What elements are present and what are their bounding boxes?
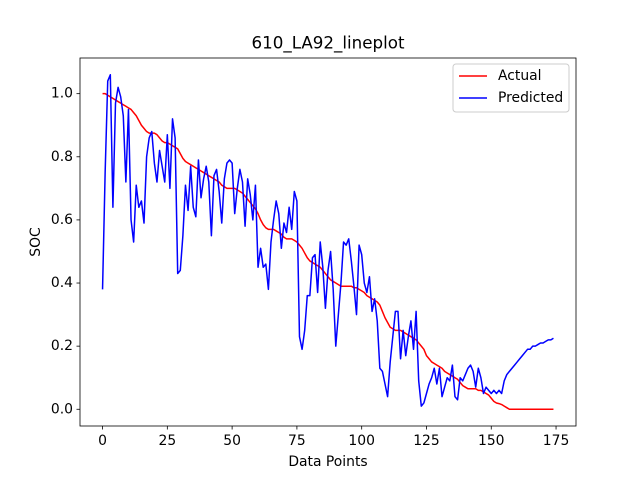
x-tick-label: 150 bbox=[478, 433, 505, 449]
x-tick-label: 25 bbox=[158, 433, 176, 449]
y-axis-label: SOC bbox=[28, 227, 44, 256]
chart-title: 610_LA92_lineplot bbox=[252, 33, 405, 54]
x-tick-label: 75 bbox=[288, 433, 306, 449]
y-tick-label: 0.8 bbox=[51, 149, 73, 165]
x-axis-label: Data Points bbox=[288, 454, 367, 470]
y-tick-label: 0.6 bbox=[51, 212, 73, 228]
x-tick-label: 125 bbox=[413, 433, 440, 449]
y-tick-label: 0.2 bbox=[51, 338, 73, 354]
x-tick-label: 50 bbox=[223, 433, 241, 449]
data-line bbox=[101, 73, 554, 407]
x-tick-label: 175 bbox=[543, 433, 570, 449]
x-tick-label: 100 bbox=[348, 433, 375, 449]
legend-label: Predicted bbox=[498, 90, 563, 106]
y-tick-label: 0.0 bbox=[51, 401, 73, 417]
y-tick-label: 0.4 bbox=[51, 275, 73, 291]
legend-label: Actual bbox=[498, 68, 542, 84]
x-tick-label: 0 bbox=[98, 433, 107, 449]
y-tick-label: 1.0 bbox=[51, 86, 73, 102]
plot-frame bbox=[79, 57, 577, 427]
